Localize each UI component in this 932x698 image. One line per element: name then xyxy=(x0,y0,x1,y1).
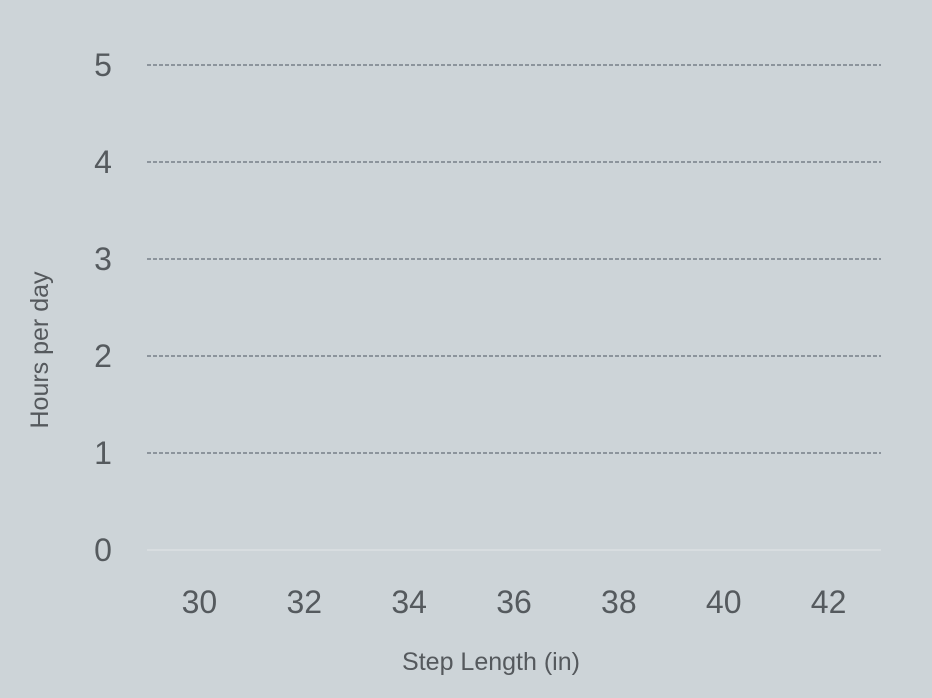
x-tick-label: 40 xyxy=(706,584,742,620)
x-tick-label: 36 xyxy=(496,584,532,620)
x-tick-labels: 30 32 34 36 38 40 42 xyxy=(182,584,847,620)
y-tick-labels: 0 1 2 3 4 5 xyxy=(94,47,112,568)
x-tick-label: 30 xyxy=(182,584,218,620)
x-tick-label: 32 xyxy=(286,584,322,620)
x-axis-label: Step Length (in) xyxy=(402,648,580,676)
x-tick-label: 38 xyxy=(601,584,637,620)
y-tick-label: 5 xyxy=(94,47,112,83)
x-tick-label: 34 xyxy=(391,584,427,620)
y-tick-label: 4 xyxy=(94,144,112,180)
y-tick-label: 3 xyxy=(94,241,112,277)
y-tick-label: 1 xyxy=(94,435,112,471)
y-axis-label: Hours per day xyxy=(26,271,54,429)
y-tick-label: 0 xyxy=(94,532,112,568)
x-tick-label: 42 xyxy=(811,584,847,620)
y-tick-label: 2 xyxy=(94,338,112,374)
gridlines xyxy=(147,64,881,551)
